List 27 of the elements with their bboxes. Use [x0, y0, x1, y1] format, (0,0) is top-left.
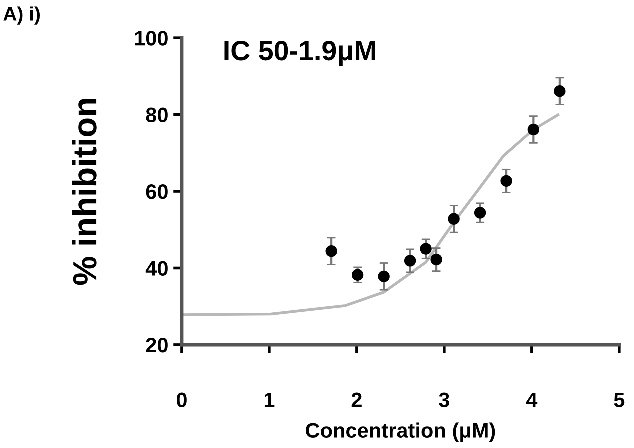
x-tick-label: 5 — [614, 392, 625, 408]
point — [528, 124, 540, 136]
x-tick-label: 3 — [439, 392, 450, 408]
y-axis-title: % inhibition — [72, 99, 97, 286]
point — [326, 246, 338, 258]
y-tick-label: 20 — [146, 338, 168, 353]
x-tick-label: 0 — [176, 392, 187, 408]
point — [378, 270, 390, 283]
chart-title: IC 50-1.9μM — [224, 41, 376, 66]
x-tick-label: 2 — [352, 392, 362, 408]
point — [500, 175, 512, 188]
point — [420, 243, 432, 255]
y-tick-label: 40 — [146, 261, 168, 276]
point — [404, 255, 416, 267]
x-axis-title: Concentration (μM) — [306, 422, 496, 442]
point — [430, 254, 442, 266]
y-tick-label: 100 — [135, 31, 168, 46]
point — [352, 269, 364, 281]
y-tick-label: 60 — [146, 184, 168, 200]
y-tick-label: 80 — [146, 108, 168, 123]
x-tick-label: 1 — [264, 392, 275, 408]
point — [474, 207, 486, 219]
x-tick-label: 4 — [526, 392, 538, 408]
line-series — [182, 114, 560, 316]
text: A) i) — [4, 6, 40, 25]
point — [448, 213, 460, 225]
point — [554, 86, 566, 98]
